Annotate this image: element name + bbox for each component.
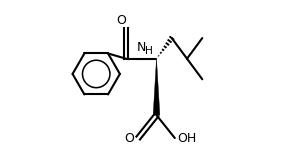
Text: OH: OH <box>177 132 196 145</box>
Polygon shape <box>153 59 160 115</box>
Text: H: H <box>145 46 153 56</box>
Text: O: O <box>124 132 134 145</box>
Text: O: O <box>116 14 126 27</box>
Text: N: N <box>137 41 146 54</box>
